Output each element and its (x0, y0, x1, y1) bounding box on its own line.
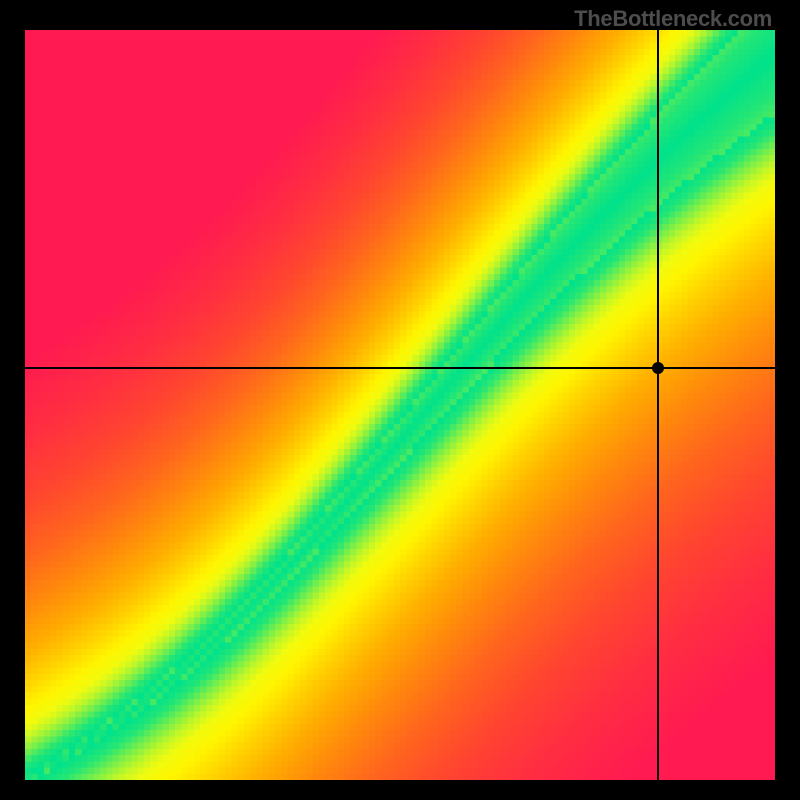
heatmap-canvas (25, 30, 775, 780)
heatmap-plot (25, 30, 775, 780)
chart-container: TheBottleneck.com (0, 0, 800, 800)
crosshair-vertical (657, 30, 659, 780)
watermark-text: TheBottleneck.com (574, 6, 772, 32)
marker-dot (652, 362, 664, 374)
